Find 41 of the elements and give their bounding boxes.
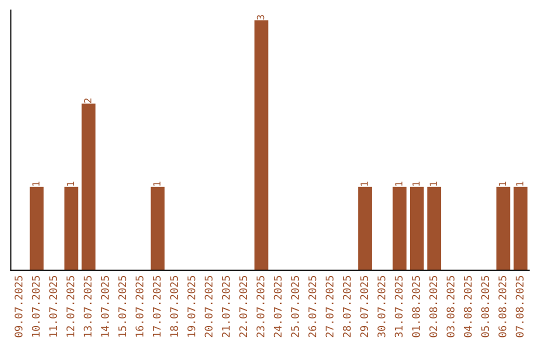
data-label: 2: [84, 98, 92, 103]
x-tick-label: 20.07.2025: [204, 276, 213, 338]
x-tick-label: 27.07.2025: [326, 276, 334, 338]
x-tick-label: 03.08.2025: [446, 276, 454, 338]
x-tick-label: 19.07.2025: [187, 276, 196, 337]
x-tick-label: 14.07.2025: [101, 276, 109, 337]
x-tick-label: 31.07.2025: [394, 276, 403, 338]
data-label: 1: [32, 182, 40, 186]
x-tick-label: 16.07.2025: [136, 276, 144, 337]
x-tick-label: 04.08.2025: [464, 276, 472, 338]
x-tick-label: 18.07.2025: [170, 276, 178, 337]
x-tick-label: 06.08.2025: [498, 276, 506, 338]
data-label: 1: [498, 182, 506, 186]
x-tick-label: 30.07.2025: [377, 276, 386, 338]
x-tick-label: 24.07.2025: [274, 276, 282, 338]
x-tick-label: 09.07.2025: [14, 276, 22, 338]
data-label: 1: [412, 182, 420, 186]
data-label: 1: [66, 182, 74, 186]
x-tick-label: 29.07.2025: [360, 276, 368, 338]
x-tick-label: 01.08.2025: [412, 276, 420, 338]
x-tick-label: 26.07.2025: [308, 276, 316, 338]
x-tick-label: 17.07.2025: [152, 276, 161, 337]
x-tick-label: 22.07.2025: [239, 276, 248, 338]
x-tick-label: 11.07.2025: [49, 276, 58, 337]
x-tick-label: 10.07.2025: [32, 276, 40, 337]
x-tick-label: 12.07.2025: [66, 276, 74, 337]
data-label: 1: [153, 182, 160, 186]
x-tick-label: 13.07.2025: [84, 276, 92, 337]
x-tick-label: 15.07.2025: [118, 276, 126, 337]
x-tick-label: 21.07.2025: [222, 276, 230, 338]
x-tick-label: 28.07.2025: [342, 276, 351, 338]
x-tick-label: 05.08.2025: [481, 276, 490, 338]
data-label: 1: [430, 182, 437, 186]
x-tick-label: 02.08.2025: [429, 276, 438, 338]
x-tick-label: 23.07.2025: [256, 276, 264, 338]
data-label: 1: [395, 182, 402, 186]
data-label: 3: [256, 15, 264, 20]
data-label: 1: [516, 182, 524, 186]
x-tick-label: 07.08.2025: [516, 276, 524, 338]
data-label: 1: [360, 182, 368, 186]
x-tick-label: 25.07.2025: [291, 276, 299, 338]
